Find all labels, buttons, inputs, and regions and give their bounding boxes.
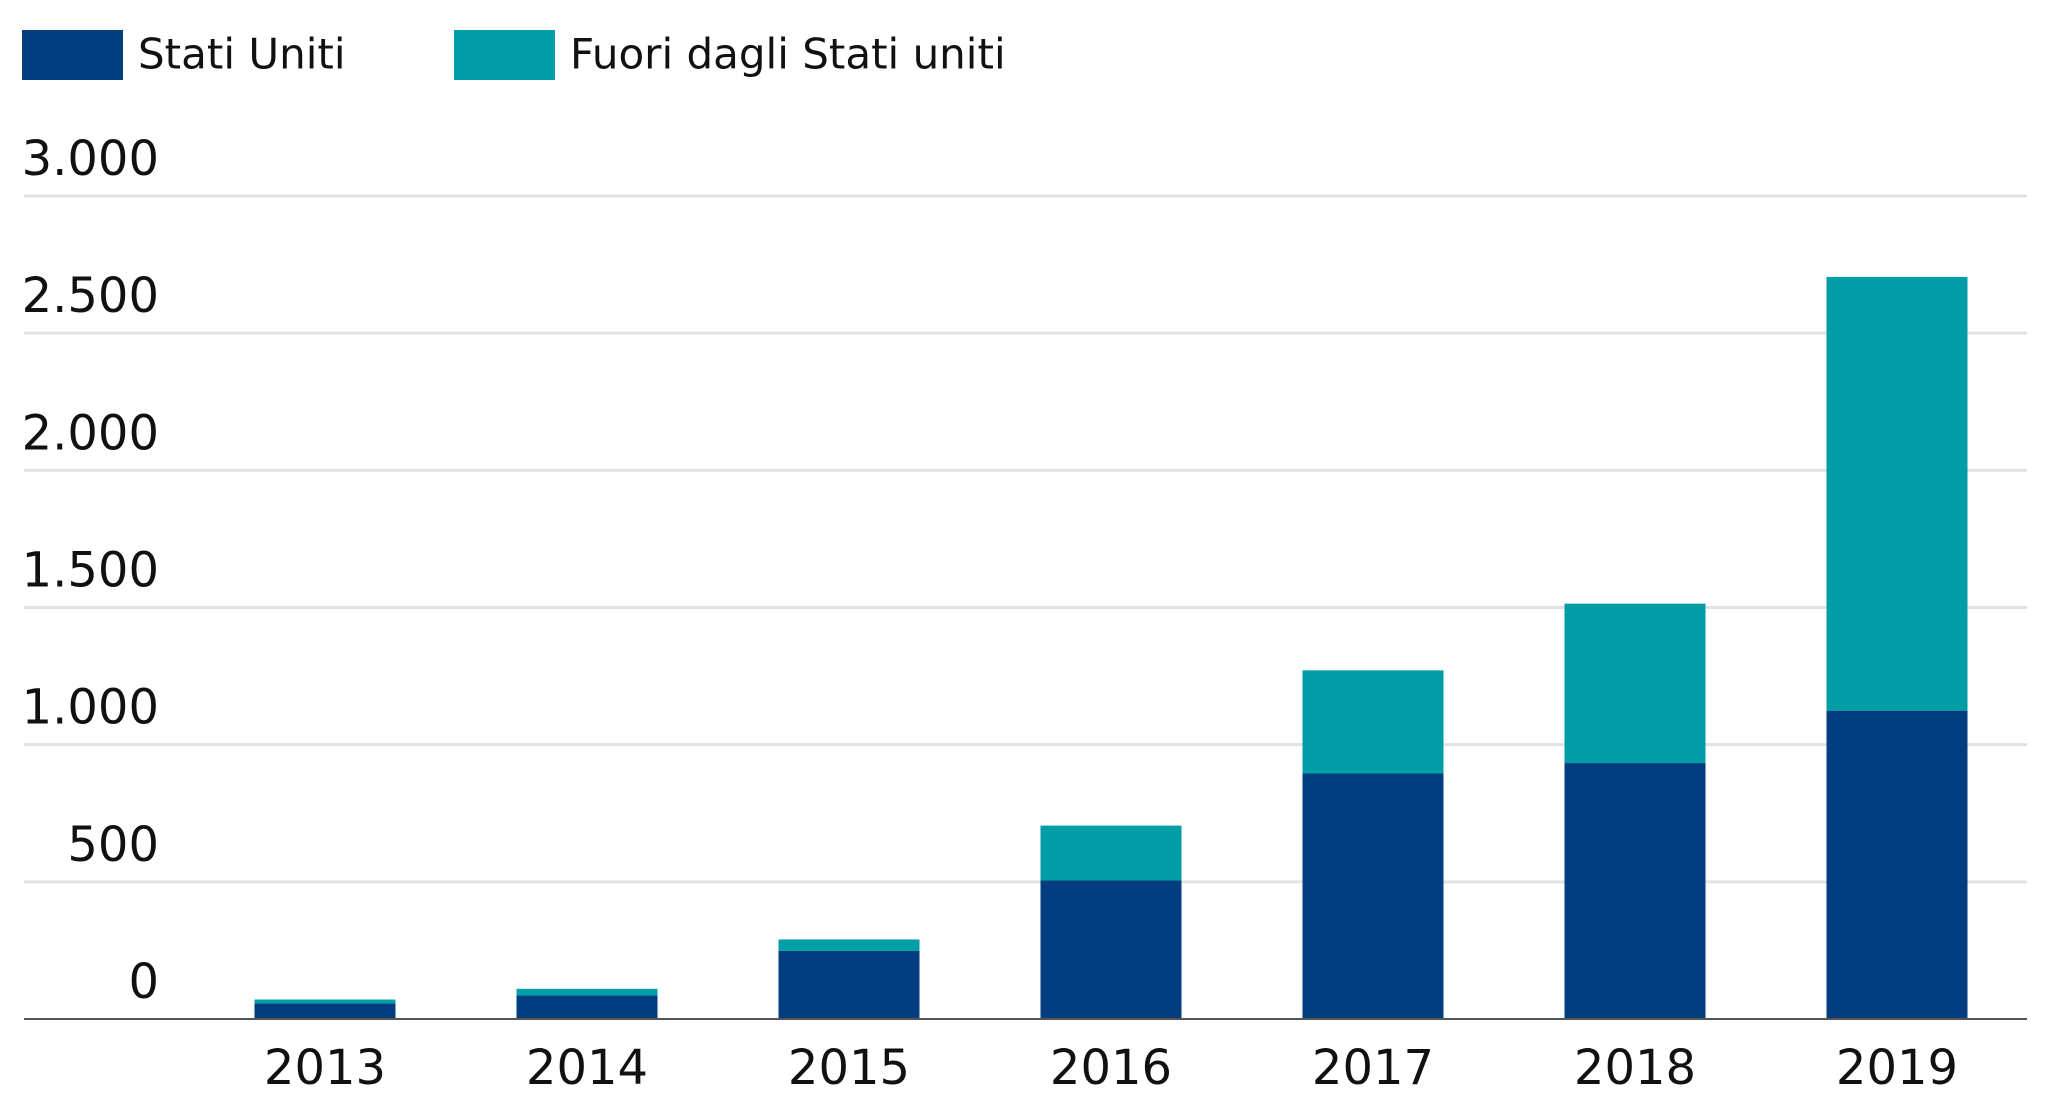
bar-segment (1302, 773, 1444, 1019)
x-tick-label: 2015 (788, 1040, 910, 1096)
x-tick-label: 2019 (1836, 1040, 1958, 1096)
y-tick-label: 1.500 (22, 543, 159, 599)
x-tick-label: 2016 (1050, 1040, 1172, 1096)
legend-label: Stati Uniti (138, 30, 346, 79)
x-tick-label: 2017 (1312, 1040, 1434, 1096)
legend-swatch (22, 30, 123, 80)
y-tick-label: 1.000 (22, 680, 159, 736)
x-tick-label: 2013 (264, 1040, 386, 1096)
legend-label: Fuori dagli Stati uniti (570, 30, 1006, 79)
bar-segment (1040, 880, 1182, 1019)
y-tick-label: 500 (67, 817, 159, 873)
bar-segment (1302, 670, 1444, 774)
bar-segment (254, 1003, 396, 1019)
bar-segment (1040, 825, 1182, 881)
bar-segment (1564, 603, 1706, 764)
bar-segment (254, 999, 396, 1004)
legend-swatch (454, 30, 555, 80)
y-tick-label: 2.000 (22, 405, 159, 461)
bar-segment (778, 939, 920, 951)
x-tick-label: 2014 (526, 1040, 648, 1096)
bar-segment (516, 995, 658, 1019)
x-tick-label: 2018 (1574, 1040, 1696, 1096)
y-tick-label: 3.000 (22, 131, 159, 187)
y-tick-label: 2.500 (22, 268, 159, 324)
bar-segment (516, 988, 658, 996)
bar-segment (778, 950, 920, 1019)
bar-segment (1826, 710, 1968, 1019)
bar-segment (1826, 276, 1968, 711)
bar-segment (1564, 763, 1706, 1019)
y-tick-label: 0 (128, 954, 159, 1010)
